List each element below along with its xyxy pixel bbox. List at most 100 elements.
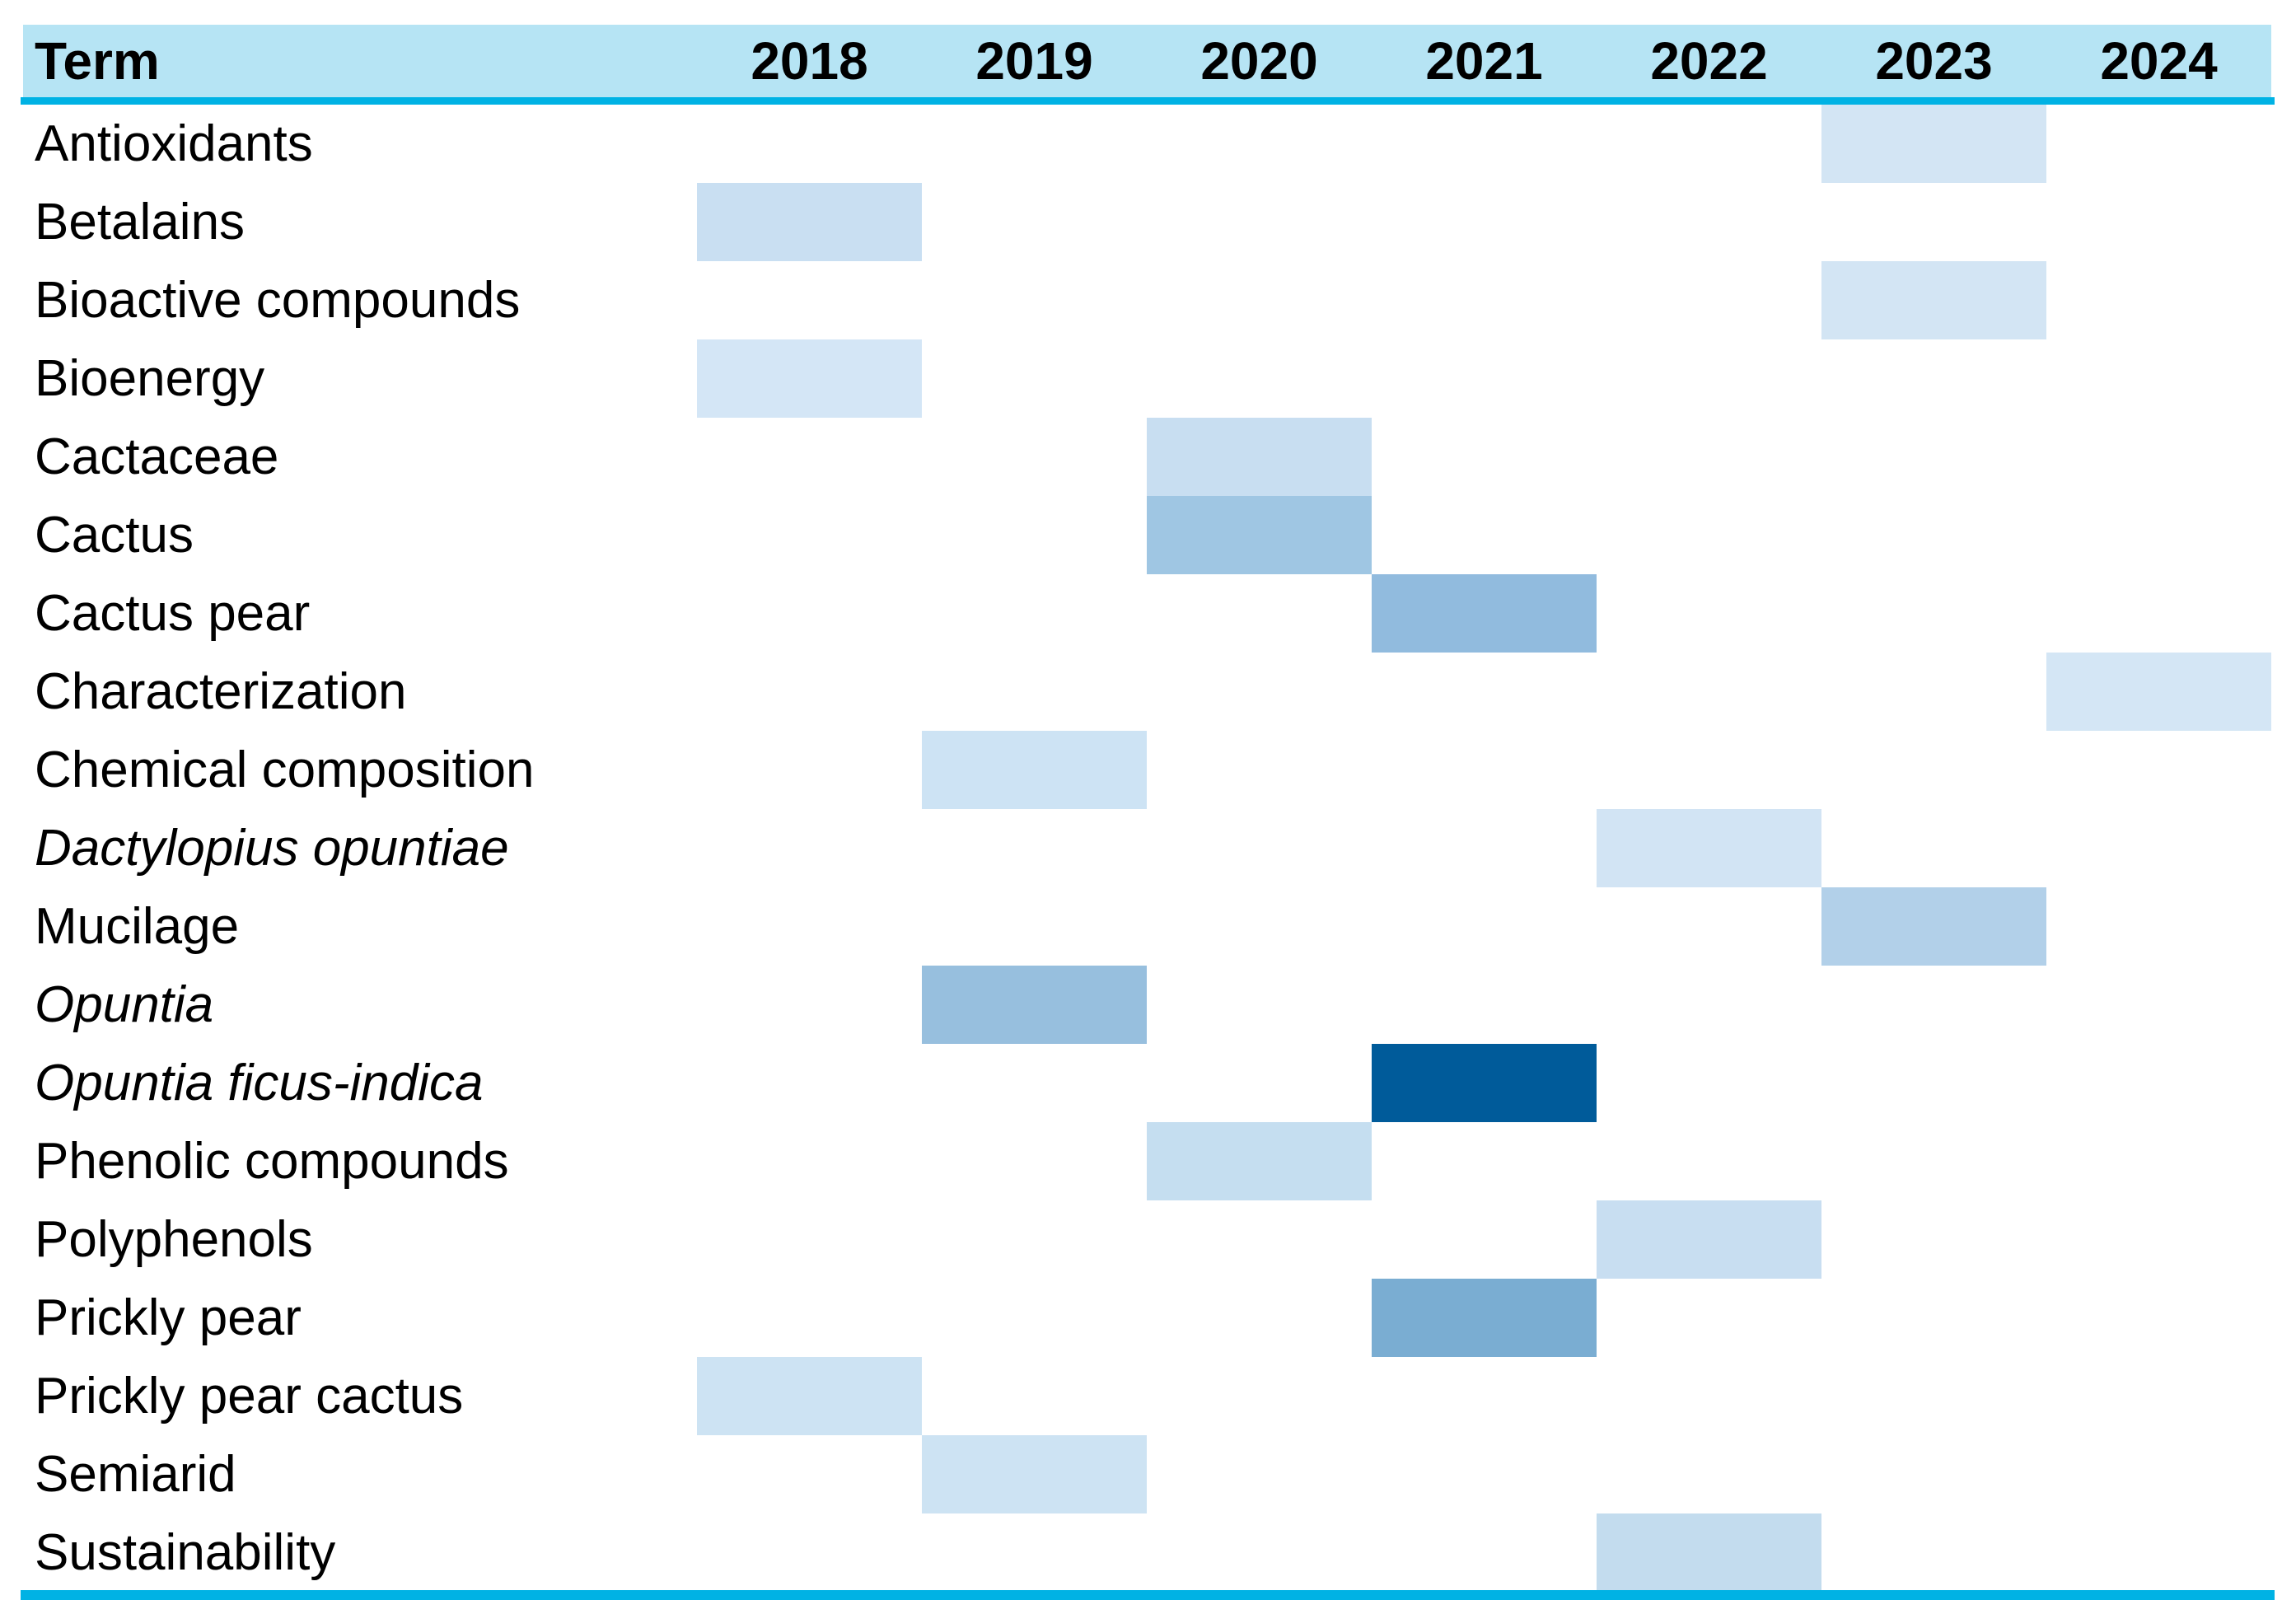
heatmap-cell-cactus-pear-2018 [697,574,922,653]
term-label-dactylopius-opuntiae: Dactylopius opuntiae [35,820,509,877]
table-row-bioenergy: Bioenergy [23,339,2271,418]
column-header-2023: 2023 [1875,31,1993,91]
heatmap-cell-chemical-composition-2019 [922,731,1147,809]
heatmap-cell-sustainability-2018 [697,1513,922,1592]
heatmap-cell-characterization-2022 [1597,653,1821,731]
heatmap-cell-opuntia-ficus-indica-2022 [1597,1044,1821,1122]
heatmap-cell-semiarid-2022 [1597,1435,1821,1513]
table-row-sustainability: Sustainability [23,1513,2271,1592]
heatmap-cell-phenolic-compounds-2024 [2046,1122,2271,1200]
heatmap-cell-antioxidants-2020 [1147,105,1372,183]
heatmap-cell-cactus-pear-2019 [922,574,1147,653]
heatmap-cell-phenolic-compounds-2019 [922,1122,1147,1200]
term-label-cactus: Cactus [35,507,194,564]
heatmap-cell-opuntia-2019 [922,966,1147,1044]
heatmap-cell-bioactive-compounds-2018 [697,261,922,339]
heatmap-cell-chemical-composition-2020 [1147,731,1372,809]
heatmap-cell-cactus-pear-2022 [1597,574,1821,653]
heatmap-cell-antioxidants-2021 [1372,105,1597,183]
heatmap-cell-cactus-pear-2020 [1147,574,1372,653]
term-label-phenolic-compounds: Phenolic compounds [35,1133,509,1190]
table-row-cactus: Cactus [23,496,2271,574]
heatmap-cell-opuntia-ficus-indica-2019 [922,1044,1147,1122]
table-row-phenolic-compounds: Phenolic compounds [23,1122,2271,1200]
heatmap-cell-dactylopius-opuntiae-2024 [2046,809,2271,887]
column-header-2018: 2018 [751,31,868,91]
heatmap-cell-semiarid-2024 [2046,1435,2271,1513]
heatmap-cell-dactylopius-opuntiae-2023 [1821,809,2046,887]
heatmap-cell-characterization-2019 [922,653,1147,731]
heatmap-cell-cactus-2023 [1821,496,2046,574]
heatmap-cell-cactus-2024 [2046,496,2271,574]
heatmap-cell-betalains-2021 [1372,183,1597,261]
heatmap-cell-cactus-pear-2023 [1821,574,2046,653]
table-row-cactaceae: Cactaceae [23,418,2271,496]
heatmap-cell-betalains-2019 [922,183,1147,261]
heatmap-cell-cactaceae-2020 [1147,418,1372,496]
heatmap-cell-chemical-composition-2018 [697,731,922,809]
heatmap-cell-dactylopius-opuntiae-2021 [1372,809,1597,887]
heatmap-cell-prickly-pear-cactus-2021 [1372,1357,1597,1435]
heatmap-cell-chemical-composition-2021 [1372,731,1597,809]
heatmap-cell-bioenergy-2023 [1821,339,2046,418]
heatmap-cell-prickly-pear-2023 [1821,1279,2046,1357]
heatmap-cell-prickly-pear-cactus-2020 [1147,1357,1372,1435]
term-label-sustainability: Sustainability [35,1524,336,1581]
heatmap-cell-bioactive-compounds-2020 [1147,261,1372,339]
heatmap-cell-semiarid-2018 [697,1435,922,1513]
heatmap-cell-cactaceae-2023 [1821,418,2046,496]
heatmap-cell-sustainability-2024 [2046,1513,2271,1592]
heatmap-cell-cactus-2018 [697,496,922,574]
heatmap-cell-antioxidants-2023 [1821,105,2046,183]
heatmap-cell-bioenergy-2019 [922,339,1147,418]
heatmap-cell-prickly-pear-cactus-2023 [1821,1357,2046,1435]
heatmap-cell-opuntia-ficus-indica-2020 [1147,1044,1372,1122]
heatmap-cell-polyphenols-2021 [1372,1200,1597,1279]
heatmap-cell-phenolic-compounds-2018 [697,1122,922,1200]
table-row-opuntia-ficus-indica: Opuntia ficus-indica [23,1044,2271,1122]
heatmap-cell-cactaceae-2021 [1372,418,1597,496]
heatmap-cell-opuntia-2024 [2046,966,2271,1044]
heatmap-cell-bioactive-compounds-2023 [1821,261,2046,339]
heatmap-cell-dactylopius-opuntiae-2022 [1597,809,1821,887]
column-header-term: Term [35,31,160,91]
column-header-2020: 2020 [1200,31,1318,91]
heatmap-cell-prickly-pear-2021 [1372,1279,1597,1357]
heatmap-cell-phenolic-compounds-2022 [1597,1122,1821,1200]
heatmap-cell-cactus-2021 [1372,496,1597,574]
column-header-2021: 2021 [1425,31,1543,91]
term-label-antioxidants: Antioxidants [35,115,313,172]
heatmap-cell-cactus-pear-2024 [2046,574,2271,653]
heatmap-cell-bioenergy-2021 [1372,339,1597,418]
heatmap-cell-bioactive-compounds-2022 [1597,261,1821,339]
term-label-betalains: Betalains [35,194,245,250]
heatmap-cell-antioxidants-2018 [697,105,922,183]
heatmap-cell-cactaceae-2018 [697,418,922,496]
table-row-bioactive-compounds: Bioactive compounds [23,261,2271,339]
heatmap-cell-semiarid-2019 [922,1435,1147,1513]
table-header-row: Term 2018 2019 2020 2021 2022 2023 2024 [23,25,2271,97]
term-label-cactus-pear: Cactus pear [35,585,311,642]
heatmap-cell-sustainability-2020 [1147,1513,1372,1592]
heatmap-cell-mucilage-2019 [922,887,1147,966]
heatmap-cell-chemical-composition-2024 [2046,731,2271,809]
heatmap-cell-characterization-2018 [697,653,922,731]
heatmap-cell-prickly-pear-2019 [922,1279,1147,1357]
heatmap-cell-cactaceae-2022 [1597,418,1821,496]
heatmap-cell-opuntia-2018 [697,966,922,1044]
heatmap-cell-semiarid-2021 [1372,1435,1597,1513]
heatmap-cell-betalains-2023 [1821,183,2046,261]
heatmap-cell-prickly-pear-2018 [697,1279,922,1357]
bottom-rule [21,1590,2275,1600]
column-header-2022: 2022 [1650,31,1768,91]
heatmap-cell-prickly-pear-2024 [2046,1279,2271,1357]
heatmap-cell-betalains-2024 [2046,183,2271,261]
heatmap-cell-polyphenols-2022 [1597,1200,1821,1279]
heatmap-cell-opuntia-ficus-indica-2023 [1821,1044,2046,1122]
heatmap-cell-betalains-2020 [1147,183,1372,261]
heatmap-cell-dactylopius-opuntiae-2018 [697,809,922,887]
heatmap-cell-cactus-pear-2021 [1372,574,1597,653]
heatmap-cell-polyphenols-2019 [922,1200,1147,1279]
heatmap-cell-polyphenols-2018 [697,1200,922,1279]
heatmap-cell-phenolic-compounds-2021 [1372,1122,1597,1200]
